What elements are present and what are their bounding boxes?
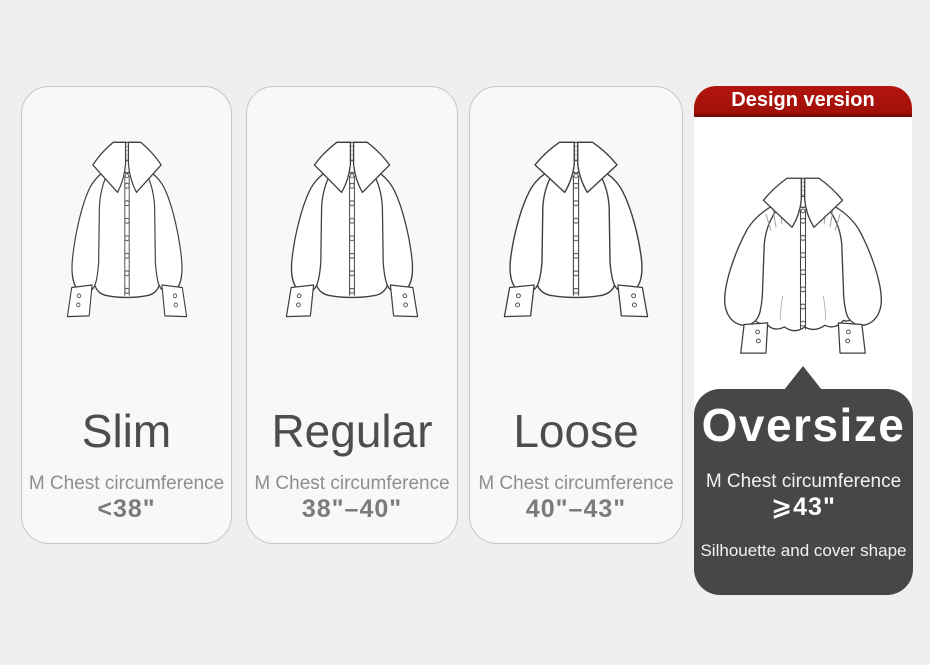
bubble-arrow-icon (784, 366, 822, 390)
chest-range-value: 40"–43" (525, 495, 627, 523)
blouse-icon (66, 141, 187, 318)
chest-range-value: ⩾43" (771, 493, 836, 521)
fit-name-label: Regular (271, 405, 433, 457)
fit-name-label: Loose (513, 405, 639, 457)
fit-name-label: Oversize (701, 399, 906, 451)
chest-measure-label: M Chest circumference (254, 473, 450, 494)
loose-blouse-illustration-wrap (470, 139, 682, 339)
silhouette-note: Silhouette and cover shape (700, 541, 907, 560)
fit-card-slim: Slim M Chest circumference <38" (21, 86, 232, 544)
oversize-blouse-illustration-wrap (694, 175, 912, 375)
chest-measure-label: M Chest circumference (705, 471, 902, 492)
chest-range-value: <38" (97, 495, 156, 523)
fit-card-regular: Regular M Chest circumference 38"–40" (246, 86, 458, 544)
chest-measure-label: M Chest circumference (478, 473, 674, 494)
blouse-icon (503, 141, 649, 318)
chest-measure-label: M Chest circumference (28, 473, 225, 494)
fit-card-loose: Loose M Chest circumference 40"–43" (469, 86, 683, 544)
regular-blouse-illustration-wrap (247, 139, 457, 339)
oversize-speech-bubble: Oversize M Chest circumference ⩾43" Silh… (694, 389, 913, 595)
slim-blouse-illustration-wrap (22, 139, 231, 339)
design-version-badge: Design version (694, 86, 912, 117)
blouse-icon (285, 141, 419, 318)
chest-range-value: 38"–40" (301, 495, 403, 523)
oversize-blouse-icon (723, 177, 883, 354)
fit-name-label: Slim (81, 405, 172, 457)
